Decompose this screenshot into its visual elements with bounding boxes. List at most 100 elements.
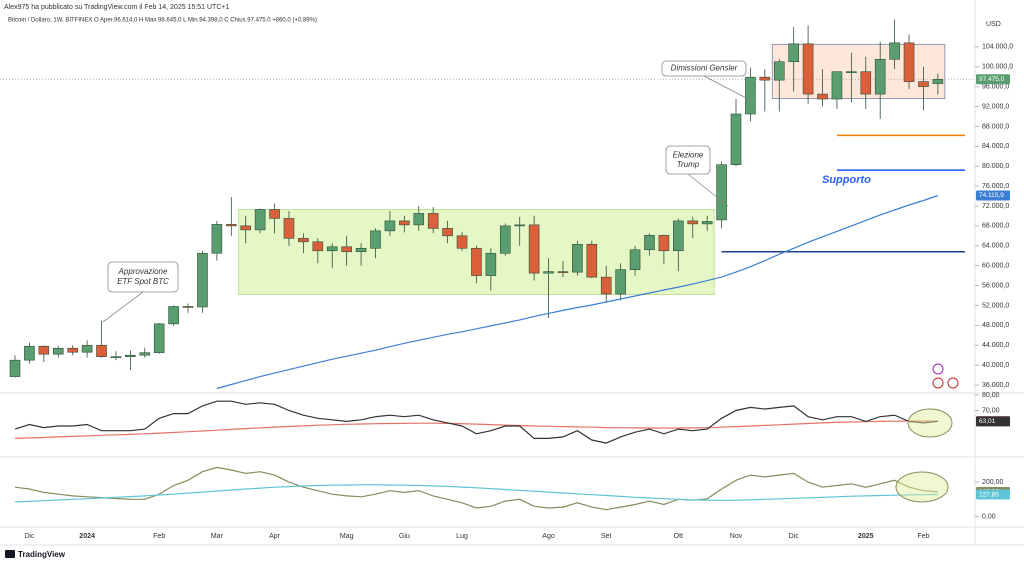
author-line: Alex975 ha pubblicato su TradingView.com… [4, 4, 229, 11]
annotation: Approvazione [118, 267, 168, 276]
candle-body [846, 71, 857, 73]
candle-body [629, 249, 641, 270]
candle-body [110, 356, 122, 358]
price-tag-label: 97.475,0 [979, 76, 1005, 83]
x-tick-label: Nov [730, 533, 743, 540]
y-tick-label: 36.000,0 [982, 382, 1009, 389]
candle-body [211, 224, 223, 254]
candle-body [485, 252, 497, 276]
candle-body [889, 42, 900, 60]
candle-body [413, 213, 425, 226]
price-tag [976, 489, 1010, 500]
candle-body [572, 243, 583, 273]
candle-body [514, 224, 526, 227]
candle-body [759, 76, 771, 81]
indicator-line [14, 400, 938, 444]
callout-pointer [687, 173, 729, 207]
x-tick-label: 2025 [858, 533, 874, 540]
x-tick-label: Giu [399, 533, 410, 540]
x-tick-label: Ott [674, 533, 683, 540]
y-tick-label: 68.000,0 [982, 223, 1009, 230]
candle-body [831, 71, 843, 100]
x-tick-label: Mar [211, 533, 224, 540]
support-label: Supporto [822, 174, 871, 186]
y-tick-label: 44.000,0 [982, 342, 1009, 349]
candle-body [874, 58, 886, 95]
candle-body [182, 306, 194, 308]
price-tag-label: 127,85 [979, 491, 999, 498]
candle-body [370, 230, 381, 249]
y-tick-label: 200,00 [982, 479, 1004, 486]
candle-body [543, 271, 554, 274]
candle-body [730, 113, 742, 166]
candle-body [773, 61, 785, 81]
y-tick-label: 70,00 [982, 407, 1000, 414]
candle-body [918, 81, 929, 87]
symbol-info: Bitcoin / Dollaro, 1W, BITFINEX O Aper.9… [8, 18, 317, 24]
candle-body [903, 42, 915, 82]
candle-body [456, 235, 468, 249]
candle-body [673, 220, 684, 252]
candle-body [269, 209, 280, 219]
candle-body [745, 76, 756, 115]
annotation: Dimissioni Gensler [671, 64, 738, 73]
x-tick-label: 2024 [79, 533, 95, 540]
indicator-line [216, 194, 939, 390]
y-tick-label: 48.000,0 [982, 322, 1009, 329]
price-tag-label: 63,01 [979, 418, 996, 425]
candle-body [658, 235, 670, 252]
y-tick-label: 84.000,0 [982, 143, 1009, 150]
y-tick-label: 80.000,0 [982, 163, 1009, 170]
x-tick-label: Dic [789, 533, 800, 540]
y-tick-label: 100.000,0 [982, 64, 1013, 71]
candle-body [687, 220, 699, 225]
candle-body [701, 221, 713, 225]
candle-body [168, 306, 179, 325]
candle-body [9, 359, 21, 377]
icon [947, 377, 959, 389]
candle-body [788, 43, 799, 63]
indicator-line [14, 420, 938, 439]
candle-body [283, 218, 295, 239]
x-tick-label: Feb [153, 533, 165, 540]
candle-body [586, 243, 598, 278]
candle-body [615, 269, 626, 295]
candle-body [24, 345, 35, 361]
callout-pointer [703, 75, 755, 103]
price-tag [976, 74, 1010, 85]
event-icons [932, 363, 959, 389]
callout-box [665, 145, 711, 175]
candle-body [67, 347, 78, 353]
candle-body [442, 228, 453, 237]
callout-box [661, 60, 747, 77]
price-tag [976, 190, 1010, 201]
x-tick-label: Dic [24, 533, 35, 540]
candle-body [153, 323, 165, 354]
logo-icon [5, 550, 15, 558]
y-tick-label: 64.000,0 [982, 243, 1009, 250]
candle-body [716, 164, 727, 221]
zone [771, 43, 946, 99]
candle-body [312, 241, 324, 252]
candle-body [860, 71, 872, 95]
callout-box [107, 261, 179, 293]
candle-body [96, 344, 107, 357]
candle-body [254, 209, 266, 231]
candle-body [802, 43, 814, 95]
candle-body [197, 252, 208, 308]
candle-body [528, 224, 540, 274]
y-tick-label: 96.000,0 [982, 83, 1009, 90]
candle-body [471, 247, 482, 276]
candle-body [38, 345, 50, 355]
x-tick-label: Feb [917, 533, 929, 540]
candle-body [355, 247, 367, 253]
y-tick-label: 88.000,0 [982, 123, 1009, 130]
annotation: ETF Spot BTC [117, 277, 169, 286]
y-tick-label: 104.000,0 [982, 44, 1013, 51]
icon [932, 377, 944, 389]
candle-body [427, 213, 439, 229]
candle-body [341, 246, 352, 253]
y-tick-label: 92.000,0 [982, 103, 1009, 110]
annotation: Elezione [673, 150, 704, 159]
candle-body [125, 354, 136, 357]
